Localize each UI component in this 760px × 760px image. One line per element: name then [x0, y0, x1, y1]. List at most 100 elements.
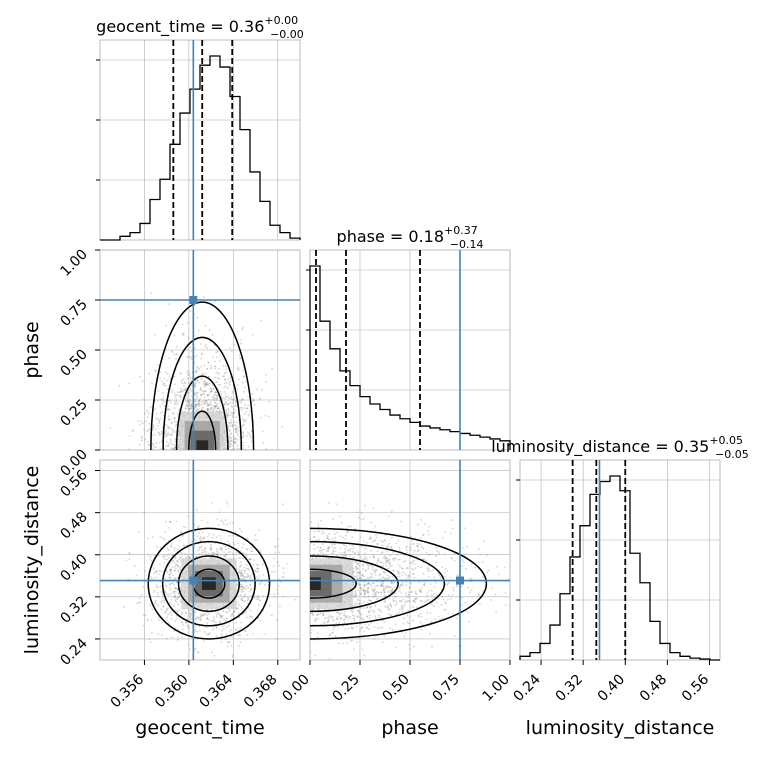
sample-point — [231, 654, 234, 657]
sample-point — [164, 538, 166, 541]
contour-0 — [150, 301, 255, 450]
sample-point — [256, 388, 258, 391]
sample-point — [349, 525, 352, 528]
sample-point — [206, 404, 209, 407]
sample-point — [215, 390, 217, 393]
x-tick-label: 0.364 — [196, 671, 236, 711]
sample-point — [147, 429, 150, 432]
sample-point — [233, 420, 236, 423]
sample-point — [158, 616, 160, 619]
sample-point — [214, 360, 216, 363]
sample-point — [151, 536, 154, 539]
sample-point — [238, 616, 241, 619]
sample-point — [371, 609, 374, 612]
x-tick-label: 0.50 — [379, 672, 412, 705]
sample-point — [185, 403, 188, 406]
sample-point — [426, 611, 428, 614]
sample-point — [326, 534, 328, 537]
sample-point — [251, 397, 254, 400]
sample-point — [215, 553, 218, 556]
sample-point — [162, 397, 165, 399]
panel-content — [100, 250, 300, 450]
sample-point — [370, 605, 373, 608]
sample-point — [419, 613, 422, 616]
sample-point — [220, 393, 223, 395]
sample-point — [230, 350, 233, 352]
sample-point — [166, 379, 169, 382]
sample-point — [194, 538, 197, 541]
sample-point — [336, 531, 339, 534]
sample-point — [357, 609, 360, 612]
sample-point — [218, 548, 221, 550]
sample-point — [249, 609, 252, 612]
sample-point — [355, 561, 357, 564]
sample-point — [477, 593, 480, 596]
sample-point — [169, 612, 172, 615]
sample-point — [197, 367, 200, 369]
sample-point — [276, 561, 279, 564]
sample-point — [212, 620, 215, 622]
sample-point — [238, 571, 241, 574]
sample-point — [222, 520, 225, 523]
sample-point — [259, 599, 262, 602]
sample-point — [374, 568, 377, 571]
sample-point — [228, 624, 230, 627]
sample-point — [149, 558, 152, 561]
sample-point — [174, 396, 177, 399]
sample-point — [220, 553, 223, 556]
sample-point — [214, 406, 217, 409]
sample-point — [319, 547, 322, 549]
sample-point — [399, 608, 401, 611]
sample-point — [367, 595, 370, 598]
sample-point — [214, 402, 217, 404]
sample-point — [413, 599, 415, 602]
sample-point — [242, 431, 244, 434]
sample-point — [434, 618, 436, 620]
sample-point — [366, 563, 369, 566]
sample-point — [380, 552, 383, 555]
sample-point — [461, 597, 463, 599]
sample-point — [365, 556, 368, 559]
sample-point — [401, 605, 403, 608]
sample-point — [373, 626, 376, 629]
sample-point — [437, 572, 440, 575]
sample-point — [211, 553, 214, 556]
sample-point — [173, 448, 175, 450]
sample-point — [245, 564, 248, 566]
sample-point — [399, 548, 401, 551]
sample-point — [417, 615, 420, 618]
sample-point — [163, 562, 165, 564]
sample-point — [178, 566, 181, 569]
sample-point — [379, 585, 382, 588]
sample-point — [420, 519, 422, 521]
sample-point — [206, 382, 209, 385]
sample-point — [440, 589, 443, 591]
sample-point — [194, 404, 196, 407]
contour-3 — [188, 410, 217, 450]
sample-point — [239, 572, 242, 575]
sample-point — [214, 407, 217, 410]
sample-point — [211, 536, 214, 539]
sample-point — [323, 539, 326, 541]
sample-point — [446, 582, 449, 585]
sample-point — [186, 399, 189, 402]
sample-point — [364, 593, 367, 595]
sample-point — [185, 394, 188, 397]
sample-point — [420, 615, 423, 618]
sample-point — [312, 553, 315, 556]
sample-point — [212, 388, 215, 391]
sample-point — [414, 592, 417, 595]
sample-point — [153, 554, 156, 557]
sample-point — [407, 591, 410, 593]
sample-point — [345, 534, 347, 537]
sample-point — [377, 557, 380, 560]
sample-point — [199, 394, 202, 396]
sample-point — [168, 357, 171, 359]
sample-point — [228, 641, 230, 643]
sample-point — [221, 547, 223, 550]
sample-point — [195, 400, 197, 403]
sample-point — [330, 542, 333, 545]
sample-point — [363, 592, 366, 594]
sample-point — [376, 584, 378, 587]
sample-point — [157, 594, 159, 597]
